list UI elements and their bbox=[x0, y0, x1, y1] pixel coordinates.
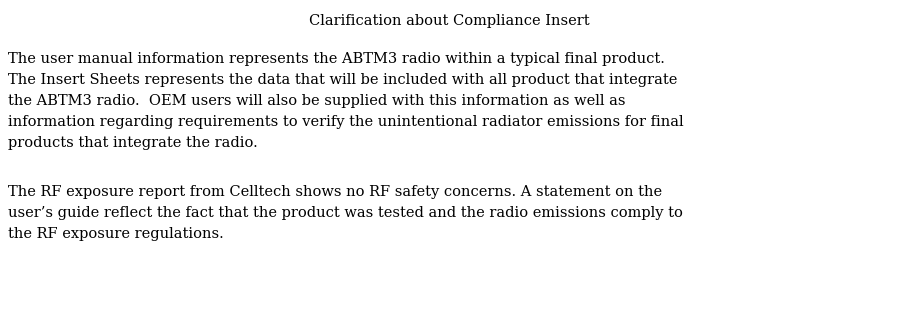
Text: user’s guide reflect the fact that the product was tested and the radio emission: user’s guide reflect the fact that the p… bbox=[8, 206, 683, 220]
Text: the ABTM3 radio.  OEM users will also be supplied with this information as well : the ABTM3 radio. OEM users will also be … bbox=[8, 94, 626, 108]
Text: The RF exposure report from Celltech shows no RF safety concerns. A statement on: The RF exposure report from Celltech sho… bbox=[8, 185, 663, 199]
Text: The Insert Sheets represents the data that will be included with all product tha: The Insert Sheets represents the data th… bbox=[8, 73, 677, 87]
Text: The user manual information represents the ABTM3 radio within a typical final pr: The user manual information represents t… bbox=[8, 52, 665, 66]
Text: Clarification about Compliance Insert: Clarification about Compliance Insert bbox=[309, 14, 590, 28]
Text: information regarding requirements to verify the unintentional radiator emission: information regarding requirements to ve… bbox=[8, 115, 683, 129]
Text: products that integrate the radio.: products that integrate the radio. bbox=[8, 136, 258, 150]
Text: the RF exposure regulations.: the RF exposure regulations. bbox=[8, 227, 224, 241]
